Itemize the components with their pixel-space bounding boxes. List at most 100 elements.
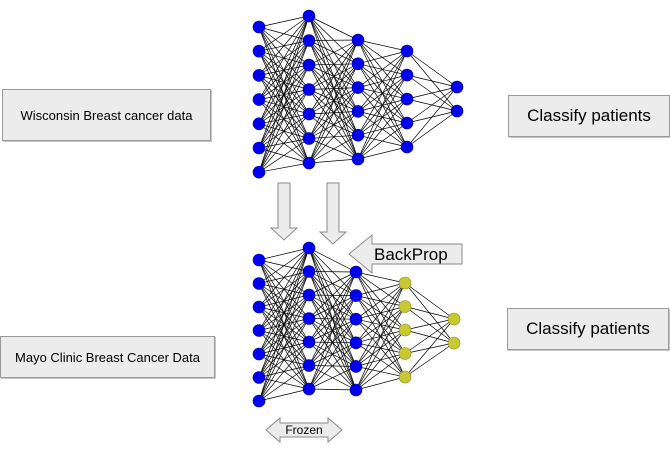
top-net-edge — [308, 39, 359, 164]
bottom-net-edge — [258, 341, 310, 402]
top-net-edge — [357, 50, 408, 136]
bottom-net-node-l1-5 — [252, 347, 266, 361]
bottom-net-node-l2-7 — [302, 382, 316, 396]
bottom-net-edge — [404, 318, 455, 331]
top-net-edge — [357, 39, 408, 52]
bottom-net-edge — [355, 282, 406, 367]
bottom-network — [252, 241, 461, 408]
bottom-net-edge — [308, 271, 357, 319]
bottom-net-edge — [258, 388, 310, 402]
bottom-net-node-l3-6 — [349, 383, 363, 397]
bottom-net-edge — [258, 294, 310, 402]
top-net-edge — [258, 162, 310, 173]
transfer-arrow-1 — [269, 182, 299, 241]
top-net-edge — [258, 89, 310, 173]
top-net-edge — [258, 15, 310, 149]
top-net-node-l2-4 — [302, 83, 316, 96]
bottom-net-node-l2-3 — [302, 288, 316, 302]
top-net-node-l1-2 — [252, 44, 266, 58]
top-net-node-l5-1 — [450, 80, 464, 94]
top-net-edge — [406, 86, 458, 124]
top-net-node-l1-3 — [252, 69, 266, 82]
target-dataset-box: Mayo Clinic Breast Cancer Data — [0, 336, 215, 378]
bottom-net-node-l3-1 — [349, 265, 363, 279]
top-net-node-l2-6 — [302, 132, 316, 145]
top-net-node-l3-4 — [351, 105, 365, 118]
top-net-edge — [308, 111, 359, 164]
top-net-node-l1-7 — [252, 165, 266, 179]
top-net-edge — [258, 15, 310, 173]
bottom-net-edge — [308, 271, 357, 343]
bottom-net-edge — [258, 271, 310, 402]
bottom-net-node-l1-7 — [252, 394, 266, 408]
top-net-node-l3-6 — [351, 152, 365, 166]
top-net-node-l5-2 — [450, 104, 464, 118]
top-net-edge — [357, 98, 408, 160]
bottom-net-node-l5-2 — [447, 336, 461, 350]
top-net-node-l1-1 — [252, 20, 266, 34]
top-net-edge — [308, 39, 359, 115]
classify-top-box: Classify patients — [508, 95, 670, 137]
bottom-net-edge — [404, 306, 455, 320]
top-net-node-l4-2 — [400, 68, 414, 82]
bottom-net-edge — [258, 247, 310, 308]
bottom-net-edge — [355, 353, 406, 391]
frozen-arrow — [265, 416, 343, 444]
bottom-net-node-l3-2 — [349, 289, 363, 302]
bottom-net-edge — [258, 247, 310, 284]
bottom-net-node-l1-1 — [252, 253, 266, 267]
bottom-net-edge — [258, 365, 310, 402]
top-net-node-l3-1 — [351, 33, 365, 47]
top-net-edge — [258, 15, 310, 100]
bottom-net-edge — [355, 329, 406, 391]
top-net-node-l1-4 — [252, 93, 266, 106]
bottom-net-edge — [404, 282, 455, 320]
frozen-label: Frozen — [285, 423, 322, 437]
bottom-net-node-l2-5 — [302, 335, 316, 349]
top-net-edge — [406, 110, 458, 148]
bottom-net-edge — [355, 282, 406, 296]
bottom-net-edge — [355, 282, 406, 320]
bottom-net-edge — [308, 319, 357, 390]
top-net-edge — [258, 113, 310, 173]
top-net-node-l4-3 — [400, 92, 414, 106]
top-net-node-l3-2 — [351, 57, 365, 71]
top-network — [252, 9, 464, 179]
bottom-net-edge — [258, 247, 310, 355]
bottom-net-node-l3-3 — [349, 312, 363, 326]
top-net-edge — [308, 134, 359, 164]
top-net-edge — [308, 158, 359, 164]
top-net-edge — [308, 15, 359, 41]
bottom-net-edge — [355, 282, 406, 344]
bottom-net-edge — [404, 318, 455, 354]
bottom-net-edge — [308, 342, 357, 390]
bottom-net-node-l1-6 — [252, 371, 266, 384]
backprop-arrow — [348, 233, 463, 275]
bottom-net-node-l2-4 — [302, 312, 316, 325]
bottom-net-edge — [355, 306, 406, 391]
bottom-net-node-l5-1 — [447, 312, 461, 326]
top-net-node-l2-7 — [302, 156, 316, 170]
source-dataset-box: Wisconsin Breast cancer data — [2, 89, 211, 141]
top-net-edge — [357, 122, 408, 160]
classify-top-label: Classify patients — [527, 106, 651, 125]
top-net-node-l2-2 — [302, 34, 316, 47]
top-net-edge — [258, 64, 310, 173]
top-net-edge — [308, 87, 359, 164]
bottom-net-edge — [258, 247, 310, 402]
top-net-node-l3-5 — [351, 128, 365, 142]
top-net-edge — [357, 50, 408, 112]
bottom-net-node-l3-5 — [349, 360, 363, 373]
bottom-net-node-l4-1 — [398, 276, 412, 290]
top-net-edge — [258, 15, 310, 124]
bottom-net-edge — [308, 271, 357, 390]
bottom-net-node-l2-1 — [302, 241, 316, 255]
target-dataset-label: Mayo Clinic Breast Cancer Data — [15, 349, 200, 365]
bottom-net-edge — [308, 271, 357, 366]
top-net-edge — [308, 39, 359, 139]
top-net-edge — [357, 74, 408, 160]
top-net-edge — [308, 63, 359, 164]
bottom-net-edge — [355, 282, 406, 391]
top-net-node-l4-5 — [400, 140, 414, 154]
top-net-node-l3-3 — [351, 81, 365, 94]
